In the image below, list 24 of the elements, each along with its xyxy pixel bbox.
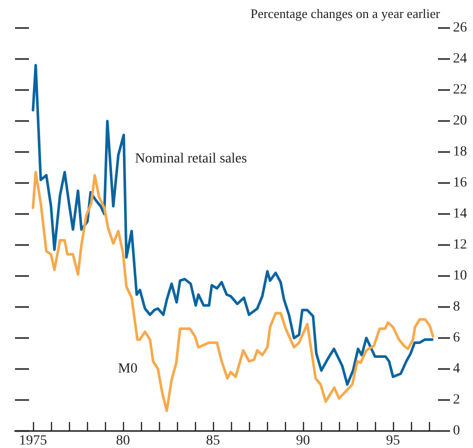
y-tick-label: 4 [453,362,460,376]
y-tick-label: 14 [453,206,467,222]
series-label: Nominal retail sales [135,152,247,166]
chart-title: Percentage changes on a year earlier [250,6,441,21]
x-tick-label: 80 [116,434,130,448]
y-tick-label: 26 [453,20,467,36]
y-tick-label: 24 [453,52,467,66]
x-tick-label: 95 [386,434,400,448]
y-tick-label: 12 [453,238,467,252]
y-tick-label: 22 [453,82,467,98]
x-tick-label: 90 [296,434,310,448]
y-tick-label: 10 [453,268,467,284]
x-tick-label: 85 [206,434,220,448]
line-series [32,64,434,386]
series-label: M0 [118,362,138,376]
y-tick-label: 16 [453,176,467,190]
y-tick-label: 20 [453,114,467,128]
y-tick-label: 2 [453,392,460,408]
y-tick-label: 6 [453,330,460,346]
y-tick-label: 18 [453,144,467,160]
y-tick-label: 0 [453,424,460,438]
line-series [32,170,434,412]
y-tick-label: 8 [453,300,460,314]
x-tick-label: 1975 [19,434,47,448]
